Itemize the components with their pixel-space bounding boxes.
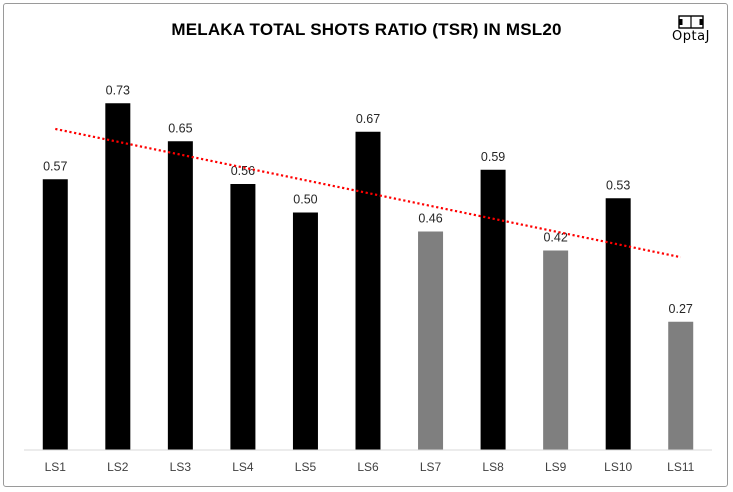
x-tick-label: LS11 (667, 460, 694, 474)
bar-ls8 (480, 169, 506, 450)
data-label-ls9: 0.42 (543, 231, 567, 245)
data-label-ls5: 0.50 (293, 193, 317, 207)
data-labels-layer: 0.57 0.73 0.65 0.56 0.50 0.67 0.46 0.59 0.42 0.53… (43, 83, 693, 316)
data-label-ls1: 0.57 (43, 159, 67, 173)
tick-labels-layer: LS1 LS2 LS3 LS4 LS5 LS6 LS7 LS8 LS9 LS10 LS11 (45, 460, 695, 474)
data-label-ls10: 0.53 (606, 178, 630, 192)
football-pitch-icon (678, 15, 704, 29)
chart-title: MELAKA TOTAL SHOTS RATIO (TSR) IN MSL20 (171, 20, 562, 39)
bar-ls5 (292, 212, 318, 450)
data-label-ls6: 0.67 (356, 112, 380, 126)
data-label-ls2: 0.73 (106, 83, 130, 97)
bar-ls6 (355, 131, 381, 450)
bar-ls3 (167, 141, 193, 450)
data-label-ls8: 0.59 (481, 150, 505, 164)
bar-ls11 (668, 321, 694, 450)
x-tick-label: LS9 (545, 460, 567, 474)
data-label-ls11: 0.27 (669, 302, 693, 316)
bar-ls4 (230, 184, 256, 450)
bar-ls9 (543, 250, 569, 450)
bar-ls2 (105, 103, 131, 450)
x-tick-label: LS4 (232, 460, 254, 474)
x-tick-label: LS7 (420, 460, 442, 474)
data-label-ls3: 0.65 (168, 121, 192, 135)
trendline (55, 127, 681, 259)
x-tick-label: LS2 (107, 460, 129, 474)
bar-ls7 (418, 231, 444, 450)
bars-layer (42, 103, 694, 450)
logo-text: OptaJ (672, 29, 710, 44)
x-tick-label: LS8 (482, 460, 504, 474)
opta-logo: OptaJ (666, 13, 716, 47)
bar-ls10 (605, 198, 631, 450)
bar-ls1 (42, 179, 68, 450)
x-tick-label: LS3 (170, 460, 192, 474)
x-tick-label: LS6 (357, 460, 379, 474)
x-tick-label: LS5 (295, 460, 317, 474)
data-label-ls7: 0.46 (418, 212, 442, 226)
x-tick-label: LS1 (45, 460, 67, 474)
x-tick-label: LS10 (604, 460, 632, 474)
data-label-ls4: 0.56 (231, 164, 255, 178)
